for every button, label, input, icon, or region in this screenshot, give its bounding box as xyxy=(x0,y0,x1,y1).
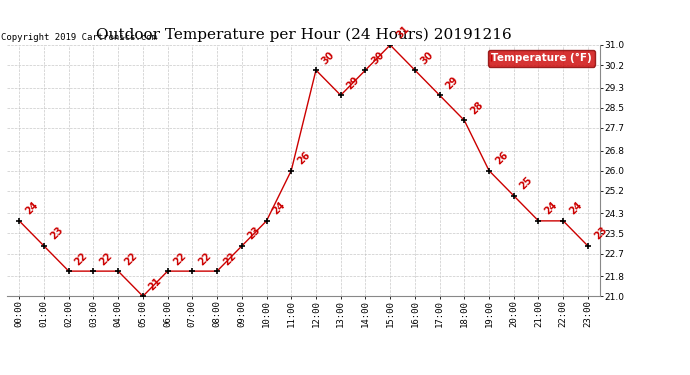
Text: 23: 23 xyxy=(592,225,609,242)
Text: 23: 23 xyxy=(48,225,65,242)
Text: 26: 26 xyxy=(295,150,312,166)
Text: 31: 31 xyxy=(394,24,411,41)
Text: Copyright 2019 Cartronics.com: Copyright 2019 Cartronics.com xyxy=(1,33,157,42)
Text: 23: 23 xyxy=(246,225,263,242)
Text: 28: 28 xyxy=(469,99,485,116)
Text: 24: 24 xyxy=(23,200,40,217)
Text: 21: 21 xyxy=(147,276,164,292)
Text: 25: 25 xyxy=(518,175,535,192)
Text: 30: 30 xyxy=(419,50,435,66)
Text: 24: 24 xyxy=(270,200,287,217)
Legend: Temperature (°F): Temperature (°F) xyxy=(488,50,595,66)
Text: 29: 29 xyxy=(444,75,460,91)
Text: 26: 26 xyxy=(493,150,510,166)
Text: 30: 30 xyxy=(370,50,386,66)
Text: 30: 30 xyxy=(320,50,337,66)
Text: 22: 22 xyxy=(97,251,115,267)
Text: 29: 29 xyxy=(345,75,362,91)
Text: 24: 24 xyxy=(542,200,560,217)
Text: 22: 22 xyxy=(122,251,139,267)
Text: 22: 22 xyxy=(73,251,90,267)
Text: 22: 22 xyxy=(221,251,238,267)
Text: 24: 24 xyxy=(567,200,584,217)
Title: Outdoor Temperature per Hour (24 Hours) 20191216: Outdoor Temperature per Hour (24 Hours) … xyxy=(96,28,511,42)
Text: 22: 22 xyxy=(197,251,213,267)
Text: 22: 22 xyxy=(172,251,188,267)
